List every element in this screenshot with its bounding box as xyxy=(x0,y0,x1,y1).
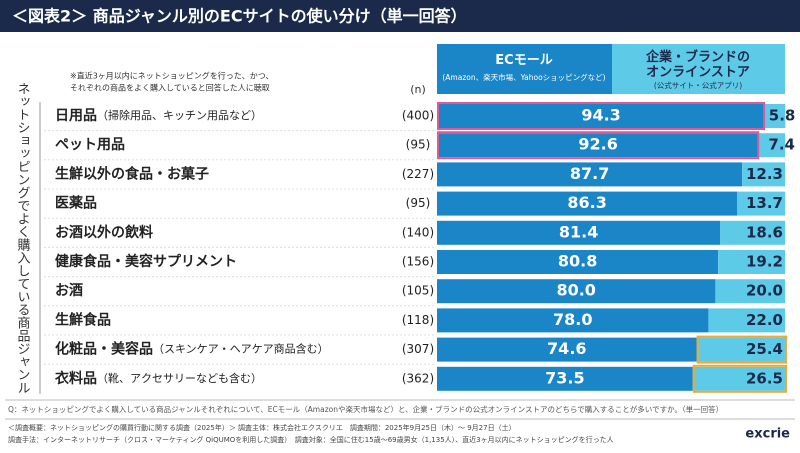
bar xyxy=(437,104,766,128)
value-label: 80.8 xyxy=(558,252,597,271)
bar xyxy=(437,308,709,333)
note: ※直近3ヶ月以内にネットショッピングを行った、かつ、 xyxy=(70,71,273,81)
chart-title: ＜図表2＞ 商品ジャンル別のECサイトの使い分け（単一回答） xyxy=(12,7,467,26)
highlight-box xyxy=(437,102,766,130)
value-label: 12.3 xyxy=(746,165,783,183)
category-label: 医薬品 xyxy=(55,195,97,212)
legend-subtitle: (Amazon、楽天市場、Yahooショッピングなど) xyxy=(442,72,605,82)
category-label: 化粧品・美容品 xyxy=(55,341,153,358)
value-label: 92.6 xyxy=(578,135,617,154)
bar xyxy=(437,337,697,362)
bar xyxy=(437,191,738,216)
legend-label: ECモール xyxy=(495,53,552,68)
question: Q：ネットショッピングでよく購入している商品ジャンルそれぞれについて、ECモール… xyxy=(8,404,723,414)
bar xyxy=(437,162,743,187)
category-label: 健康食品・美容サプリメント xyxy=(55,253,237,270)
n-label: (95) xyxy=(406,196,431,210)
logo: excrie xyxy=(745,427,790,442)
value-label: 86.3 xyxy=(567,193,606,212)
value-label: 94.3 xyxy=(581,106,620,125)
category-label: お酒以外の飲料 xyxy=(55,224,153,241)
bar xyxy=(715,279,785,304)
value-label: 7.4 xyxy=(768,136,795,154)
header-official xyxy=(612,44,785,94)
value-label: 81.4 xyxy=(559,222,598,241)
legend-label: 企業・ブランドのオンラインストア xyxy=(645,49,750,80)
bar xyxy=(765,104,786,128)
note: それぞれの商品をよく購入していると回答した人に聴取 xyxy=(70,83,270,93)
n-label: (400) xyxy=(402,109,434,123)
n-label: (118) xyxy=(402,313,434,327)
category-label: 生鮮食品 xyxy=(55,311,111,328)
value-label: 5.8 xyxy=(769,107,796,125)
n-label: (362) xyxy=(402,371,434,385)
y-axis-label: ネットショッピングでよく購入している商品ジャンル xyxy=(15,82,31,394)
bar xyxy=(437,279,716,304)
n-label: (95) xyxy=(406,138,431,152)
bar xyxy=(437,250,719,274)
value-label: 18.6 xyxy=(746,223,783,241)
category-label: 日用品 xyxy=(55,108,97,124)
bar xyxy=(708,308,785,333)
category-label: 生鮮以外の食品・お菓子 xyxy=(55,165,209,182)
highlight-box xyxy=(692,364,788,393)
category-label: お酒 xyxy=(55,283,83,299)
bar xyxy=(437,133,760,158)
n-label: (105) xyxy=(402,284,434,298)
value-label: 19.2 xyxy=(746,253,783,271)
category-label: 衣料品 xyxy=(55,370,97,387)
bar xyxy=(696,337,785,362)
value-label: 87.7 xyxy=(570,164,609,183)
bar xyxy=(742,162,785,187)
value-label: 22.0 xyxy=(746,311,783,329)
category-note: （靴、アクセサリーなども含む） xyxy=(97,371,262,385)
legend-subtitle: (公式サイト・公式アプリ) xyxy=(654,80,742,90)
bar xyxy=(759,133,785,158)
n-label: (227) xyxy=(402,167,434,181)
n-label: (156) xyxy=(402,255,434,269)
value-label: 25.4 xyxy=(746,340,783,358)
bar xyxy=(718,250,785,274)
category-label: ペット用品 xyxy=(55,137,125,153)
highlight-box xyxy=(437,131,760,160)
category-note: （掃除用品、キッチン用品など） xyxy=(97,108,262,122)
highlight-box xyxy=(696,335,787,364)
value-label: 80.0 xyxy=(556,281,595,300)
value-label: 78.0 xyxy=(553,310,592,329)
bar xyxy=(437,220,721,245)
footer: 調査手法：インターネットリサーチ（クロス・マーケティング QiQUMOを利用した… xyxy=(8,435,614,444)
n-label: (140) xyxy=(402,225,434,239)
bar xyxy=(737,191,785,216)
value-label: 73.5 xyxy=(545,368,584,387)
n-label: (307) xyxy=(402,342,434,356)
value-label: 13.7 xyxy=(746,194,783,212)
value-label: 26.5 xyxy=(746,369,783,387)
footer: ＜調査概要：ネットショッピングの購買行動に関する調査（2025年）＞ 調査主体：… xyxy=(8,423,516,432)
value-label: 74.6 xyxy=(547,339,586,358)
n-header: (n) xyxy=(410,83,426,96)
bar xyxy=(437,366,693,391)
bar xyxy=(720,220,785,245)
title-bar xyxy=(0,0,800,32)
header-ec xyxy=(437,44,612,94)
value-label: 20.0 xyxy=(746,282,783,300)
bar xyxy=(692,366,785,391)
category-note: （スキンケア・ヘアケア商品含む） xyxy=(153,342,329,356)
